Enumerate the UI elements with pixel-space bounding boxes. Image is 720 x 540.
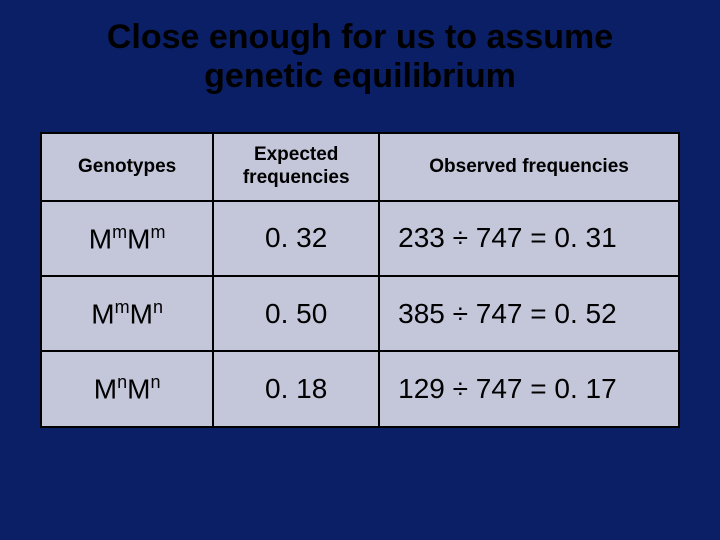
col-header-genotypes: Genotypes xyxy=(41,133,213,201)
table-row: MnMn 0. 18 129 ÷ 747 = 0. 17 xyxy=(41,351,679,426)
col-header-observed: Observed frequencies xyxy=(379,133,679,201)
cell-expected: 0. 50 xyxy=(213,276,379,351)
cell-expected: 0. 32 xyxy=(213,201,379,276)
cell-genotype: MmMm xyxy=(41,201,213,276)
slide: Close enough for us to assume genetic eq… xyxy=(0,0,720,540)
cell-genotype: MnMn xyxy=(41,351,213,426)
frequency-table: Genotypes Expected frequencies Observed … xyxy=(40,132,680,428)
cell-genotype: MmMn xyxy=(41,276,213,351)
table-body: MmMm 0. 32 233 ÷ 747 = 0. 31 MmMn 0. 50 … xyxy=(41,201,679,427)
cell-observed: 385 ÷ 747 = 0. 52 xyxy=(379,276,679,351)
table-header-row: Genotypes Expected frequencies Observed … xyxy=(41,133,679,201)
col-header-expected: Expected frequencies xyxy=(213,133,379,201)
cell-expected: 0. 18 xyxy=(213,351,379,426)
cell-observed: 129 ÷ 747 = 0. 17 xyxy=(379,351,679,426)
table-row: MmMm 0. 32 233 ÷ 747 = 0. 31 xyxy=(41,201,679,276)
cell-observed: 233 ÷ 747 = 0. 31 xyxy=(379,201,679,276)
slide-title: Close enough for us to assume genetic eq… xyxy=(40,18,680,96)
table-row: MmMn 0. 50 385 ÷ 747 = 0. 52 xyxy=(41,276,679,351)
